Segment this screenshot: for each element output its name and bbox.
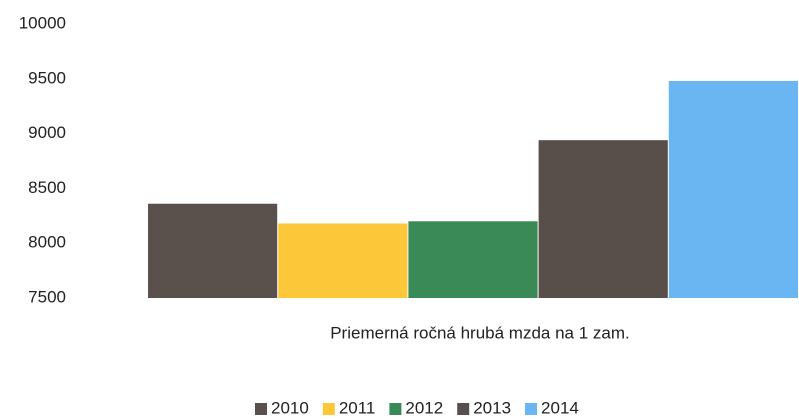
legend-swatch bbox=[322, 403, 335, 415]
y-tick-label: 9000 bbox=[28, 123, 66, 142]
bar bbox=[148, 203, 278, 298]
bar bbox=[278, 223, 408, 298]
bar bbox=[538, 140, 668, 298]
y-tick-label: 9500 bbox=[28, 68, 66, 87]
y-tick-label: 7500 bbox=[28, 287, 66, 306]
legend-label: 2014 bbox=[541, 398, 579, 417]
y-tick-label: 10000 bbox=[19, 13, 66, 32]
legend-swatch bbox=[525, 403, 538, 415]
legend-label: 2012 bbox=[405, 398, 443, 417]
y-tick-label: 8500 bbox=[28, 178, 66, 197]
legend-swatch bbox=[255, 403, 267, 415]
legend-label: 2013 bbox=[473, 398, 511, 417]
bar bbox=[408, 221, 538, 298]
legend-label: 2011 bbox=[339, 398, 376, 417]
legend-label: 2010 bbox=[271, 398, 309, 417]
x-tick-label: Priemerná ročná hrubá mzda na 1 zam. bbox=[330, 323, 630, 342]
legend-swatch bbox=[389, 403, 402, 415]
bar bbox=[668, 80, 798, 298]
y-tick-label: 8000 bbox=[28, 233, 66, 252]
legend-swatch bbox=[457, 403, 470, 415]
